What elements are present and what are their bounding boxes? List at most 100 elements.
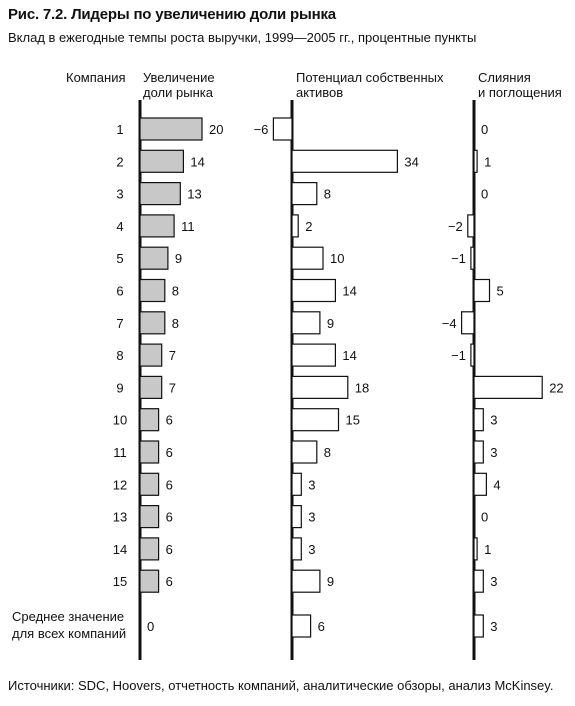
own-assets-bar [291,472,302,496]
ma-bar [473,408,484,432]
own-assets-value-label: 3 [308,477,315,492]
average-label-line2: для всех компаний [12,626,126,641]
own-assets-value-label: 18 [355,380,369,395]
ma-bar [473,537,478,561]
own-assets-value-label: 8 [324,445,331,460]
company-label: 15 [113,574,127,589]
own-assets-bar [291,569,321,593]
market-share-column-header: Увеличение доли рынка [143,70,215,100]
market-share-bar [139,505,160,529]
market-share-value-label: 8 [172,284,179,299]
market-share-bar [139,214,175,238]
market-share-bar [139,343,163,367]
own-assets-value-label: 10 [330,251,344,266]
market-share-bar [139,117,203,141]
ma-value-label: 22 [549,380,563,395]
market-share-value-label: 6 [166,477,173,492]
market-share-value-label: 6 [166,413,173,428]
market-share-bar [139,182,181,206]
market-share-bar [139,375,163,399]
ma-bar [473,375,543,399]
own-assets-bar [291,614,312,638]
chart-title: Рис. 7.2. Лидеры по увеличению доли рынк… [8,6,336,23]
own-assets-bar [291,149,399,173]
company-column-header: Компания [66,70,126,85]
company-label: 7 [116,316,123,331]
ma-value-label: 0 [481,122,488,137]
ma-header-line1: Слияния [478,70,531,85]
ma-column-header: Слияния и поглощения [478,70,562,100]
market-share-value-label: 9 [175,251,182,266]
own-assets-bar [291,408,340,432]
market-share-bar [139,537,160,561]
own-assets-bar [291,440,318,464]
ma-bar [473,472,487,496]
market-share-bar [139,569,160,593]
ma-bar [473,569,484,593]
company-label: 3 [116,187,123,202]
company-label: 8 [116,348,123,363]
company-label: 2 [116,154,123,169]
ma-bar [473,149,478,173]
own-assets-header-line2: активов [296,85,344,100]
chart-subtitle: Вклад в ежегодные темпы роста выручки, 1… [8,30,477,45]
own-assets-column-header: Потенциал собственных активов [296,70,443,100]
own-assets-bar [291,214,299,238]
ma-value-label: 3 [490,413,497,428]
market-share-bar [139,246,169,270]
company-label: 6 [116,284,123,299]
market-share-bar [139,440,160,464]
market-share-bar [139,149,185,173]
market-share-value-label: 6 [166,510,173,525]
own-assets-value-label: 14 [342,348,356,363]
market-share-value-label: 6 [166,574,173,589]
own-assets-value-label: 8 [324,187,331,202]
own-assets-value-label: 9 [327,574,334,589]
ma-value-label: −2 [448,219,463,234]
own-assets-value-label: 2 [305,219,312,234]
company-label: 4 [116,219,123,234]
own-assets-bar [291,505,302,529]
market-share-value-label: 11 [181,219,195,234]
market-share-value-label: 13 [187,187,201,202]
market-share-value-label: 20 [209,122,223,137]
own-assets-value-label: 3 [308,510,315,525]
ma-bar [467,214,475,238]
source-note: Источники: SDC, Hoovers, отчетность комп… [8,678,554,693]
company-label: 13 [113,510,127,525]
ma-value-label: −4 [442,316,457,331]
ma-value-label: 1 [484,542,491,557]
average-label-line1: Среднее значение [12,609,124,624]
ma-value-label: 3 [490,619,497,634]
company-label: 9 [116,380,123,395]
own-assets-bar [291,343,337,367]
market-share-value-label: 6 [166,445,173,460]
own-assets-value-label: 9 [327,316,334,331]
company-label: 5 [116,251,123,266]
own-assets-header-line1: Потенциал собственных [296,70,444,85]
ma-value-label: 0 [481,187,488,202]
market-share-value-label: 7 [169,348,176,363]
market-share-bar [139,472,160,496]
ma-header-line2: и поглощения [478,85,562,100]
company-label: 10 [113,413,127,428]
own-assets-bar [291,246,324,270]
own-assets-bar [291,182,318,206]
ma-bar [461,311,475,335]
ma-value-label: 5 [497,284,504,299]
market-share-value-label: 7 [169,380,176,395]
market-share-header-line2: доли рынка [143,85,213,100]
market-share-value-label: 14 [190,154,204,169]
ma-bar [473,278,491,303]
market-share-value-label: 6 [166,542,173,557]
company-label: 14 [113,542,127,557]
own-assets-bar [272,117,293,141]
ma-value-label: 3 [490,445,497,460]
own-assets-bar [291,311,321,335]
ma-value-label: 3 [490,574,497,589]
market-share-value-label: 0 [147,619,154,634]
ma-bar [473,440,484,464]
market-share-header-line1: Увеличение [143,70,215,85]
company-label: 11 [113,445,127,460]
